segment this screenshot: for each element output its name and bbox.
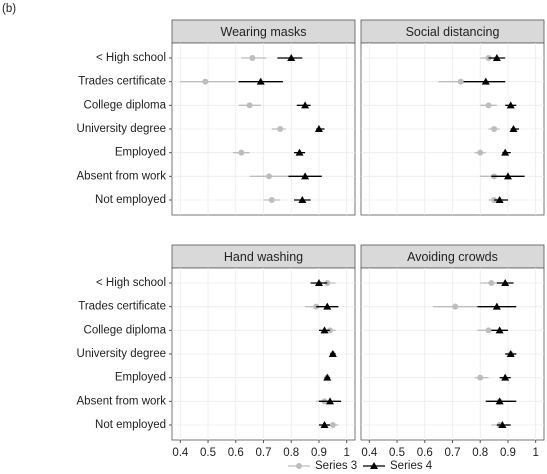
y-tick-label: Not employed [95,419,166,431]
point [491,126,498,132]
point [506,101,515,109]
y-tick-label: Absent from work [77,395,167,407]
point [314,279,323,286]
x-tick-label: 0.9 [500,447,516,459]
point [326,397,335,405]
point [495,196,504,203]
x-tick-label: 0.7 [445,447,461,459]
point [268,197,275,203]
y-tick-label: University degree [77,123,166,135]
point [320,326,329,334]
panel-title: Hand washing [224,250,303,264]
panel-label: (b) [2,3,16,15]
x-tick-label: 1 [532,447,538,459]
point [370,462,378,469]
point [457,78,464,85]
point [296,463,302,469]
point [495,326,504,334]
point [287,54,296,61]
x-tick-label: 0.9 [311,447,327,459]
point [249,55,256,61]
point [488,280,495,286]
x-tick-label: 0.7 [256,447,272,459]
legend-label: Series 3 [315,460,357,472]
point [492,54,501,61]
point [238,149,245,156]
y-tick-label: College diploma [84,99,167,111]
y-tick-label: Absent from work [77,170,167,182]
point [498,421,507,428]
y-tick-label: Not employed [95,194,166,206]
point [295,148,304,156]
point [246,102,253,109]
x-tick-label: 0.6 [417,447,433,459]
point [277,126,284,132]
legend-label: Series 4 [390,460,433,472]
point [298,196,307,203]
x-tick-label: 0.6 [228,447,244,459]
point [509,125,518,132]
x-tick-label: 0.8 [283,447,299,459]
point [328,350,337,357]
point [506,350,515,357]
y-tick-label: Employed [115,372,166,384]
point [495,397,504,405]
point [481,77,490,85]
panel-title: Wearing masks [221,25,307,39]
y-tick-label: Employed [115,147,166,159]
y-tick-label: Trades certificate [78,301,166,313]
point [301,172,310,180]
point [501,279,510,286]
panel-title: Social distancing [406,25,500,39]
x-tick-label: 0.5 [200,447,216,459]
point [492,302,501,310]
point [202,78,209,85]
y-tick-label: University degree [77,348,166,360]
point [314,125,323,132]
point [501,148,510,156]
y-tick-label: Trades certificate [78,76,166,88]
x-tick-label: 1 [343,447,349,459]
point [301,101,310,109]
y-tick-label: College diploma [84,324,167,336]
point [477,149,484,156]
point [503,172,512,180]
point [323,373,332,381]
x-tick-label: 0.5 [389,447,405,459]
point [452,303,459,310]
point [320,421,329,428]
point [485,102,492,109]
x-tick-label: 0.4 [172,447,189,459]
point [501,373,510,381]
panel-title: Avoiding crowds [407,250,498,264]
y-tick-label: < High school [96,277,166,289]
x-tick-label: 0.4 [361,447,378,459]
point [485,327,492,334]
point [266,173,273,180]
point [256,77,265,85]
x-tick-label: 0.8 [472,447,488,459]
point [329,422,336,428]
point [323,302,332,310]
point [477,374,484,381]
y-tick-label: < High school [96,52,166,64]
